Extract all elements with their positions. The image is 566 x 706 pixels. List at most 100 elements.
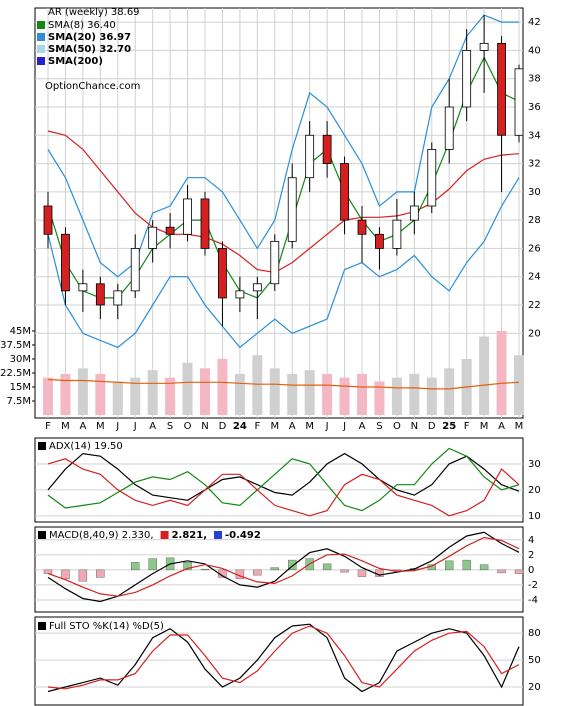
macd-histogram-bar bbox=[340, 569, 349, 573]
candle-body bbox=[392, 219, 402, 249]
macd-histogram-bar bbox=[200, 568, 210, 571]
volume-bar bbox=[234, 373, 245, 415]
x-tick-label: M bbox=[96, 421, 105, 432]
candle-body bbox=[497, 42, 506, 136]
legend-text: SMA(8) 36.40 bbox=[48, 20, 116, 31]
legend-text: SMA(20) 36.97 bbox=[48, 32, 131, 43]
x-tick-label: M bbox=[515, 421, 524, 432]
x-tick-label: J bbox=[133, 421, 137, 432]
price-panel bbox=[34, 7, 524, 419]
volume-bar bbox=[357, 373, 367, 415]
y-tick-label: 22 bbox=[528, 300, 541, 311]
volume-bar bbox=[77, 368, 88, 415]
chart-title: AR (weekly) 38.69 bbox=[48, 7, 140, 18]
candle-body bbox=[409, 205, 419, 221]
legend-text: SMA(50) 32.70 bbox=[48, 44, 131, 55]
legend-swatch bbox=[37, 45, 45, 53]
x-tick-label: F bbox=[464, 421, 470, 432]
legend-swatch bbox=[37, 33, 45, 41]
y-tick-label: 36 bbox=[528, 102, 541, 113]
indicator-line bbox=[47, 623, 520, 693]
legend-text: Full STO %K(14) %D(5) bbox=[49, 621, 164, 632]
macd-histogram-bar bbox=[479, 564, 489, 571]
volume-bar bbox=[95, 373, 106, 415]
indicator-line bbox=[47, 458, 520, 517]
candle-body bbox=[78, 283, 88, 292]
legend-swatch bbox=[214, 531, 223, 539]
y-tick-label: 40 bbox=[528, 45, 541, 56]
y-tick-label: -4 bbox=[528, 595, 538, 606]
macd-histogram-bar bbox=[61, 569, 70, 580]
candle-body bbox=[427, 149, 437, 207]
candle-body bbox=[514, 68, 524, 136]
x-tick-label: M bbox=[305, 421, 314, 432]
x-tick-label: N bbox=[201, 421, 208, 432]
volume-bar bbox=[200, 368, 210, 415]
y-tick-label: 20 bbox=[528, 485, 541, 496]
y-tick-label: 15M bbox=[10, 382, 31, 393]
macd-histogram-bar bbox=[43, 569, 53, 574]
candle-body bbox=[218, 248, 227, 299]
legend-text: -0.492 bbox=[225, 530, 261, 541]
macd-histogram-bar bbox=[270, 567, 279, 571]
indicator-line bbox=[47, 56, 520, 299]
y-tick-label: 20 bbox=[528, 682, 541, 693]
adx-panel bbox=[34, 437, 524, 523]
candle-body bbox=[340, 163, 349, 221]
y-tick-label: 45M bbox=[10, 326, 31, 337]
candle-body bbox=[252, 283, 262, 292]
indicator-line bbox=[47, 130, 520, 274]
x-tick-label: O bbox=[184, 421, 192, 432]
legend-swatch bbox=[38, 442, 46, 450]
y-tick-label: 26 bbox=[528, 243, 541, 254]
x-tick-label: F bbox=[254, 421, 260, 432]
candle-body bbox=[287, 177, 297, 242]
sto-panel bbox=[34, 616, 524, 706]
x-tick-label: A bbox=[289, 421, 296, 432]
macd-histogram-bar bbox=[357, 569, 367, 577]
x-tick-label: O bbox=[393, 421, 401, 432]
x-tick-label: A bbox=[149, 421, 156, 432]
volume-bar bbox=[409, 373, 420, 415]
candle-body bbox=[43, 205, 53, 235]
x-tick-label: N bbox=[411, 421, 418, 432]
x-tick-label: F bbox=[45, 421, 51, 432]
volume-bar bbox=[496, 330, 507, 415]
indicator-line bbox=[47, 625, 520, 690]
indicator-line bbox=[47, 14, 519, 278]
volume-bar bbox=[130, 377, 141, 415]
y-tick-label: 37.5M bbox=[0, 340, 31, 351]
y-tick-label: 24 bbox=[528, 272, 541, 283]
candle-body bbox=[95, 283, 105, 306]
candle-body bbox=[305, 134, 315, 179]
x-tick-label: A bbox=[79, 421, 86, 432]
macd-histogram-bar bbox=[288, 559, 297, 571]
macd-histogram-bar bbox=[514, 569, 524, 574]
y-tick-label: 30M bbox=[10, 354, 31, 365]
x-tick-label: J bbox=[115, 421, 119, 432]
macd-histogram-bar bbox=[96, 569, 105, 578]
macd-histogram-bar bbox=[497, 569, 506, 574]
volume-bar bbox=[252, 355, 263, 415]
volume-bar bbox=[514, 355, 524, 415]
volume-bar bbox=[182, 362, 193, 415]
y-tick-label: 34 bbox=[528, 130, 541, 141]
macd-histogram-bar bbox=[445, 560, 454, 571]
volume-bar bbox=[269, 368, 280, 415]
y-tick-label: 20 bbox=[528, 328, 541, 339]
legend-swatch bbox=[38, 622, 46, 630]
volume-bar bbox=[322, 373, 333, 415]
volume-bar bbox=[444, 368, 455, 415]
legend-swatch bbox=[160, 531, 169, 539]
macd-histogram-bar bbox=[148, 558, 157, 571]
x-tick-label: M bbox=[61, 421, 70, 432]
volume-bar bbox=[479, 336, 490, 415]
legend-text: SMA(200) bbox=[48, 56, 103, 67]
candle-body bbox=[270, 240, 280, 285]
indicator-line bbox=[47, 452, 520, 501]
y-tick-label: 0 bbox=[528, 565, 534, 576]
candle-body bbox=[165, 226, 175, 235]
volume-bar bbox=[147, 370, 158, 415]
volume-bar bbox=[391, 377, 402, 415]
